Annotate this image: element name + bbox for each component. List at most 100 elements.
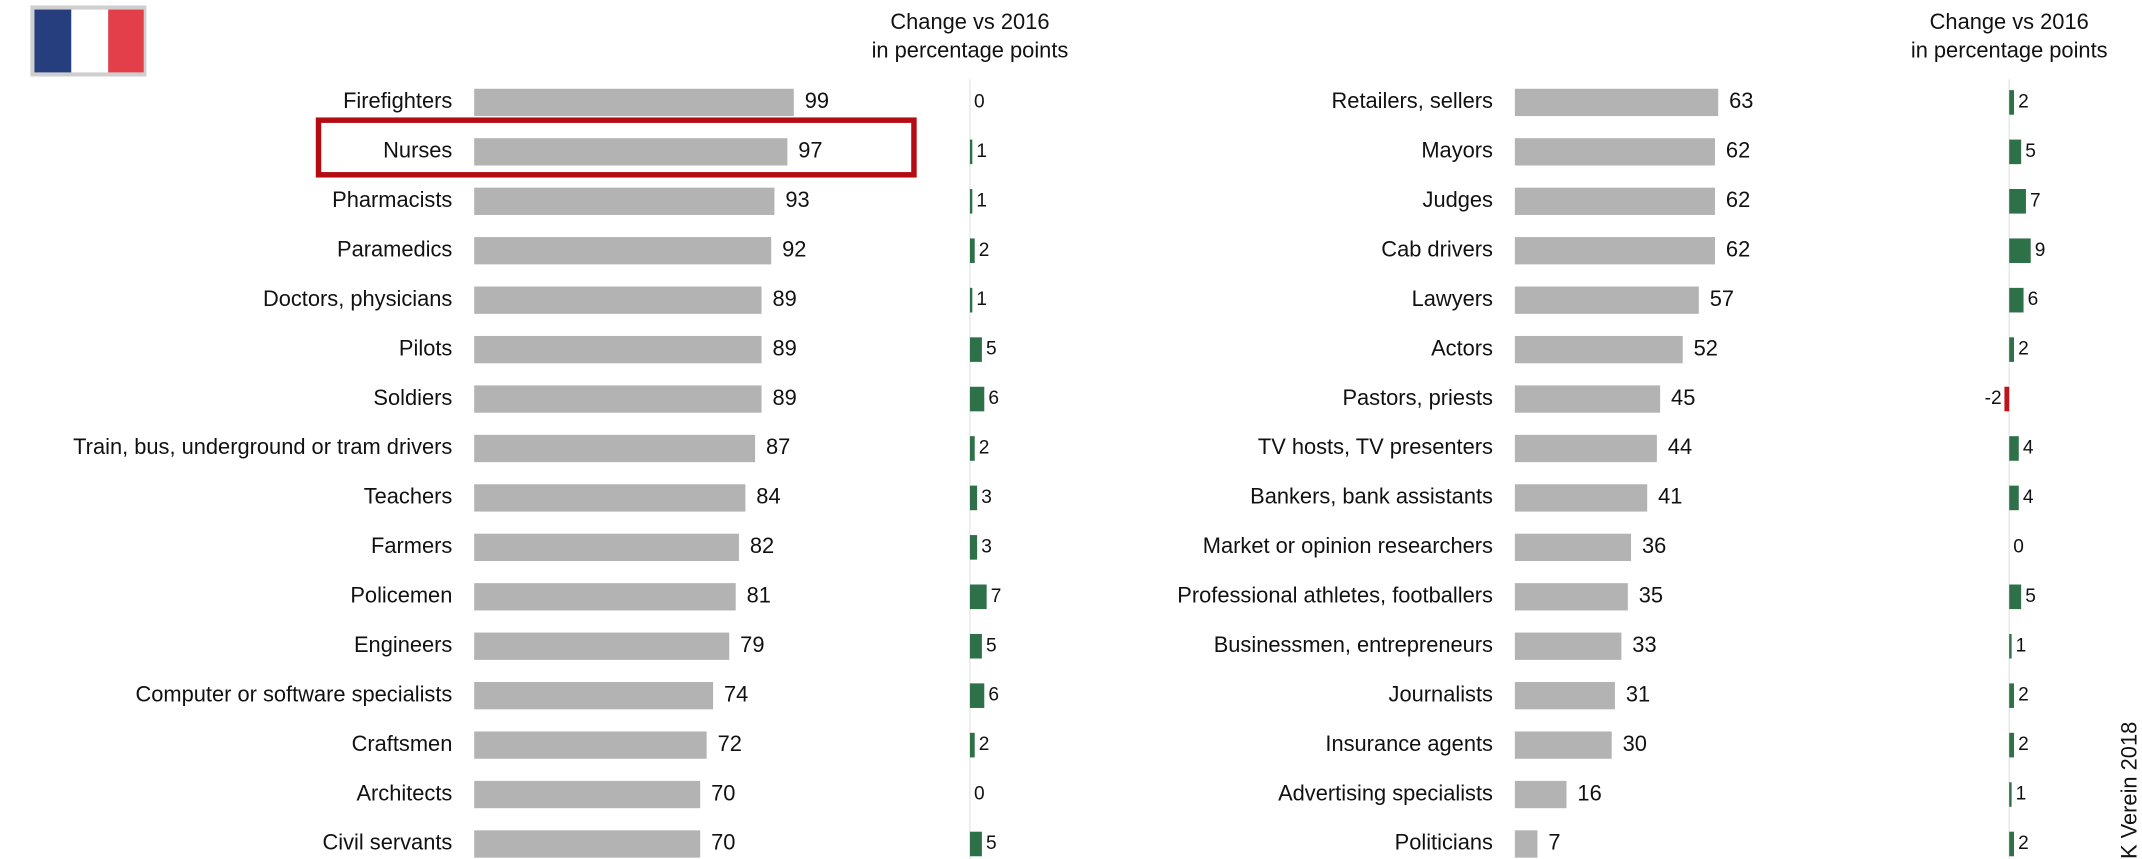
value-label: 72	[718, 731, 742, 756]
source: K Verein 2018	[2117, 722, 2142, 859]
bar	[474, 286, 762, 314]
change-header: Change vs 2016	[890, 9, 1049, 34]
category-label: Professional athletes, footballers	[1177, 583, 1493, 608]
value-label: 74	[724, 681, 748, 706]
change-label: 2	[2018, 833, 2029, 854]
change-bar	[969, 732, 975, 758]
change-label: 5	[986, 339, 997, 360]
change-bar	[2009, 189, 2026, 214]
change-label: 1	[2016, 635, 2027, 656]
bar	[474, 830, 701, 858]
bar	[474, 138, 788, 166]
change-bar	[2009, 633, 2012, 659]
change-label: 2	[2018, 685, 2029, 706]
value-label: 97	[798, 138, 822, 163]
bar	[474, 484, 746, 512]
change-bar	[2009, 287, 2024, 313]
value-label: 35	[1639, 583, 1663, 608]
value-label: 7	[1548, 830, 1560, 855]
change-bar	[969, 485, 978, 511]
category-label: Retailers, sellers	[1332, 88, 1494, 113]
category-label: Actors	[1431, 335, 1493, 360]
category-label: Judges	[1423, 187, 1494, 212]
category-label: Journalists	[1389, 681, 1493, 706]
change-label: 0	[2013, 536, 2024, 557]
category-label: Pharmacists	[332, 187, 452, 212]
bar	[474, 434, 756, 463]
category-label: Advertising specialists	[1278, 780, 1493, 805]
bar	[1514, 138, 1716, 166]
value-label: 82	[750, 533, 774, 558]
value-label: 30	[1623, 731, 1647, 756]
change-label: 1	[976, 141, 987, 162]
change-bar	[969, 436, 975, 461]
category-label: Bankers, bank assistants	[1250, 484, 1493, 509]
change-label: 5	[2025, 586, 2036, 607]
value-label: 62	[1726, 138, 1750, 163]
change-label: 1	[976, 289, 987, 310]
flag-red	[108, 9, 144, 73]
category-label: Engineers	[354, 632, 452, 657]
value-label: 89	[772, 335, 796, 360]
value-label: 31	[1626, 681, 1650, 706]
category-label: Paramedics	[337, 237, 452, 262]
change-label: 7	[2030, 190, 2041, 211]
value-label: 79	[740, 632, 764, 657]
category-label: Computer or software specialists	[135, 681, 452, 706]
value-label: 63	[1729, 88, 1753, 113]
category-label: Civil servants	[322, 830, 452, 855]
change-label: 2	[2018, 734, 2029, 755]
change-bar	[2009, 831, 2014, 857]
change-bar	[969, 287, 973, 313]
change-bar	[969, 238, 975, 264]
change-bar	[969, 683, 985, 708]
category-label: Lawyers	[1412, 286, 1493, 311]
bar	[1514, 632, 1622, 660]
category-label: Soldiers	[373, 385, 452, 410]
change-label: 0	[974, 784, 985, 805]
category-label: Pastors, priests	[1342, 385, 1493, 410]
category-label: Mayors	[1421, 138, 1493, 163]
bar	[1514, 533, 1632, 562]
change-bar	[2009, 436, 2019, 461]
category-label: Policemen	[350, 583, 452, 608]
change-label: 5	[986, 635, 997, 656]
flag-blue	[34, 9, 72, 73]
change-bar	[2009, 139, 2022, 165]
change-bar	[969, 189, 973, 214]
change-bar	[2009, 584, 2022, 610]
bar	[474, 780, 701, 809]
category-label: Architects	[356, 780, 452, 805]
change-label: 2	[979, 734, 990, 755]
change-label: 0	[974, 91, 985, 112]
bar	[474, 632, 730, 660]
change-label: 2	[2018, 91, 2029, 112]
value-label: 84	[756, 484, 780, 509]
value-label: 81	[747, 583, 771, 608]
value-label: 41	[1658, 484, 1682, 509]
change-bar	[2009, 238, 2031, 264]
bar	[474, 385, 762, 413]
change-label: 1	[976, 190, 987, 211]
category-label: Cab drivers	[1381, 237, 1493, 262]
category-label: Politicians	[1395, 830, 1493, 855]
change-bar	[2009, 782, 2012, 807]
change-bar	[2009, 683, 2014, 708]
bar	[1514, 335, 1683, 364]
change-label: 5	[986, 833, 997, 854]
category-label: Farmers	[371, 533, 452, 558]
change-label: 2	[979, 240, 990, 261]
change-header: Change vs 2016	[1930, 9, 2089, 34]
flag	[30, 5, 147, 77]
value-label: 62	[1726, 237, 1750, 262]
bar	[1514, 286, 1699, 314]
change-bar	[969, 337, 982, 362]
bar	[1514, 434, 1657, 463]
change-label: 4	[2023, 487, 2034, 508]
bar	[474, 88, 794, 117]
value-label: 92	[782, 237, 806, 262]
bar	[1514, 484, 1648, 512]
category-label: Teachers	[364, 484, 453, 509]
change-label: 6	[988, 388, 999, 409]
change-label: 6	[988, 685, 999, 706]
